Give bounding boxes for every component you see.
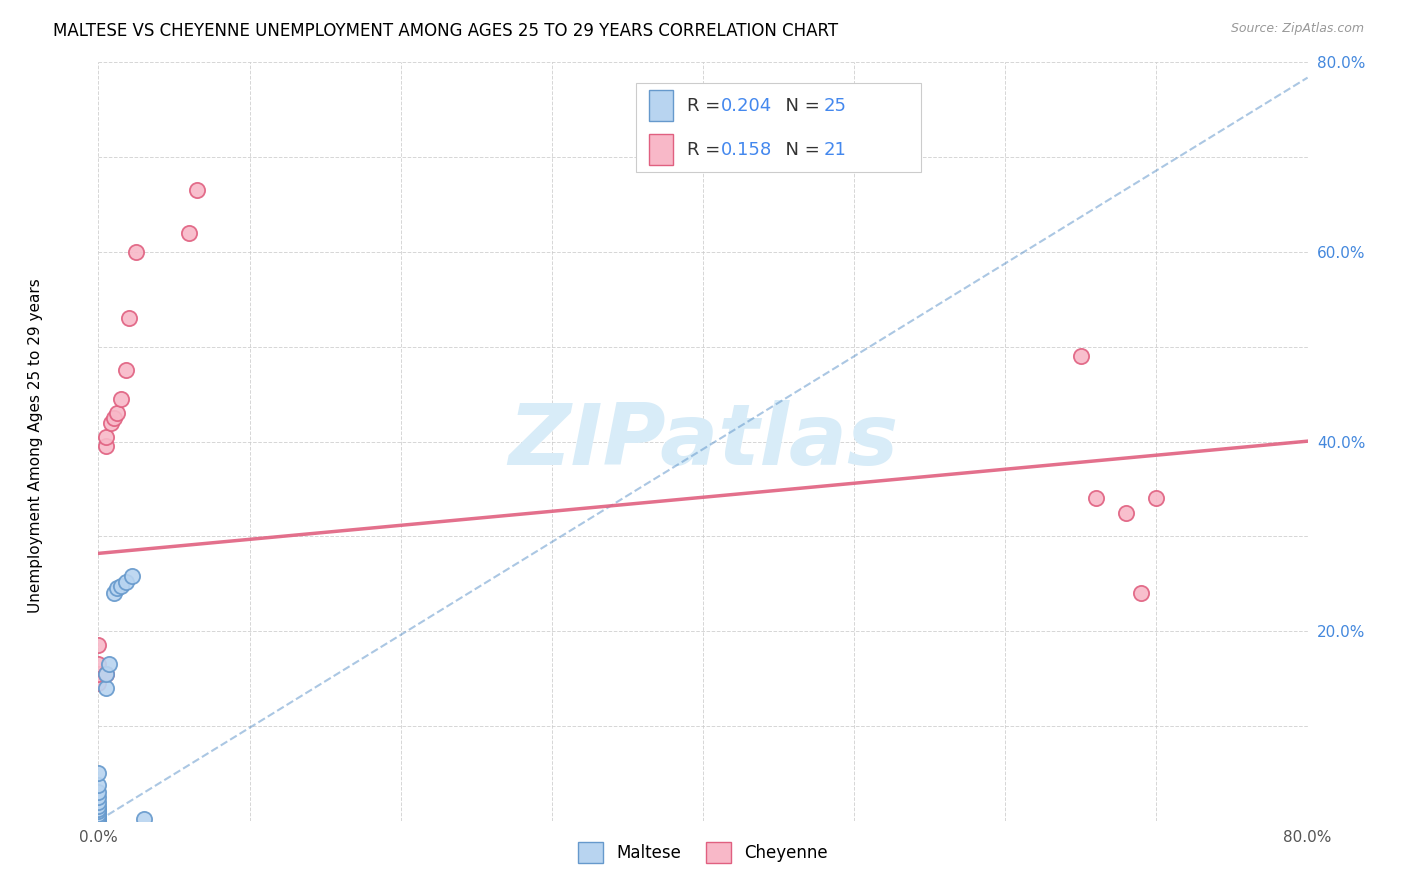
Text: N =: N = <box>775 141 825 159</box>
Point <box>87 766 110 780</box>
Point <box>87 785 110 799</box>
Point <box>87 807 110 822</box>
Point <box>100 416 122 430</box>
Point <box>118 311 141 326</box>
Text: R =: R = <box>688 96 727 115</box>
Point <box>87 814 110 828</box>
Text: 25: 25 <box>824 96 846 115</box>
Point <box>87 795 110 809</box>
Point <box>114 574 136 589</box>
Point <box>125 244 148 259</box>
Point <box>87 811 110 825</box>
Point <box>103 586 125 600</box>
Text: ZIPatlas: ZIPatlas <box>508 400 898 483</box>
Point <box>87 804 110 818</box>
Point <box>114 363 136 377</box>
Point <box>105 582 128 596</box>
Point <box>1070 349 1092 363</box>
Point <box>94 439 117 453</box>
Point <box>1144 491 1167 506</box>
Point <box>87 789 110 804</box>
Point <box>186 183 208 197</box>
Text: N =: N = <box>775 96 825 115</box>
Point <box>87 676 110 690</box>
Point <box>87 809 110 823</box>
Point <box>87 802 110 816</box>
Point <box>179 226 201 240</box>
Text: 0.158: 0.158 <box>721 141 772 159</box>
Point <box>94 430 117 444</box>
Point <box>105 406 128 420</box>
Point <box>94 681 117 695</box>
FancyBboxPatch shape <box>637 83 921 172</box>
Point <box>94 666 117 681</box>
Point <box>121 569 143 583</box>
Point <box>1130 586 1153 600</box>
Point <box>94 666 117 681</box>
Bar <box>648 90 673 120</box>
Point <box>87 814 110 828</box>
Point <box>98 657 121 672</box>
Legend: Maltese, Cheyenne: Maltese, Cheyenne <box>571 836 835 869</box>
Point <box>103 410 125 425</box>
Point <box>110 579 132 593</box>
Point <box>1115 506 1137 520</box>
Text: 0.204: 0.204 <box>721 96 772 115</box>
Text: Source: ZipAtlas.com: Source: ZipAtlas.com <box>1230 22 1364 36</box>
Text: 21: 21 <box>824 141 846 159</box>
Point <box>87 657 110 672</box>
Point <box>87 799 110 814</box>
Point <box>1085 491 1108 506</box>
Text: MALTESE VS CHEYENNE UNEMPLOYMENT AMONG AGES 25 TO 29 YEARS CORRELATION CHART: MALTESE VS CHEYENNE UNEMPLOYMENT AMONG A… <box>53 22 838 40</box>
Point <box>87 812 110 826</box>
Text: Unemployment Among Ages 25 to 29 years: Unemployment Among Ages 25 to 29 years <box>28 278 42 614</box>
Point <box>87 778 110 792</box>
Point <box>110 392 132 406</box>
Point <box>87 814 110 828</box>
Point <box>87 638 110 652</box>
Bar <box>648 135 673 165</box>
Text: R =: R = <box>688 141 727 159</box>
Point <box>87 666 110 681</box>
Point <box>132 812 155 826</box>
Point <box>87 814 110 828</box>
